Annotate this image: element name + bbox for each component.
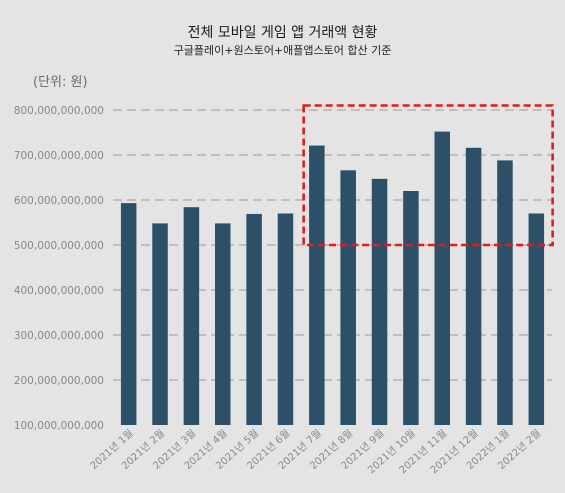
bar [215,223,231,425]
y-tick-label: 500,000,000,000 [14,240,104,252]
bar [371,178,388,425]
bar [152,223,168,425]
unit-label: (단위: 원) [33,75,88,90]
bar [120,203,137,425]
bar [497,160,513,425]
chart-title: 전체 모바일 게임 앱 거래액 현황 [187,25,378,41]
bar [528,213,545,425]
y-tick-label: 200,000,000,000 [14,375,104,387]
bar [340,170,356,425]
y-tick-label: 100,000,000,000 [14,420,104,432]
bar [465,147,482,426]
bar [403,191,419,425]
bar [434,131,450,425]
chart-subtitle: 구글플레이+원스토어+애플앱스토어 합산 기준 [173,44,392,57]
y-tick-label: 400,000,000,000 [14,285,104,297]
bar [309,145,325,426]
highlight-box [302,104,554,247]
bar [183,207,200,425]
bar [277,213,294,425]
bar [246,213,262,425]
y-tick-label: 300,000,000,000 [14,330,104,342]
y-tick-label: 800,000,000,000 [14,105,104,117]
y-tick-label: 700,000,000,000 [14,150,104,162]
y-tick-label: 600,000,000,000 [14,195,104,207]
